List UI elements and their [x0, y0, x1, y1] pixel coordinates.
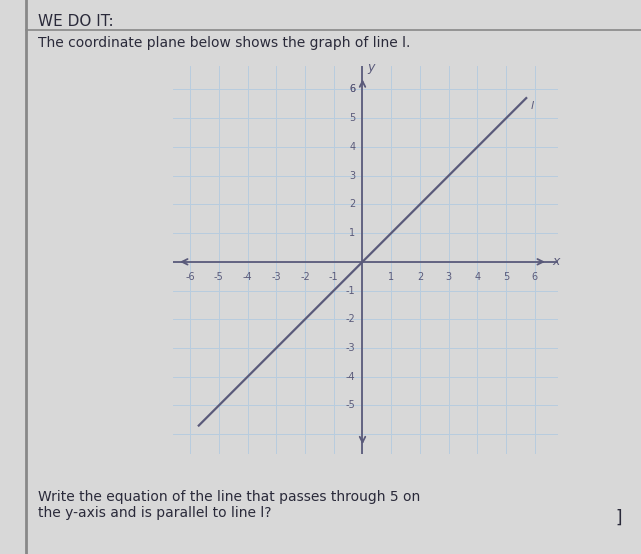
Text: -2: -2	[300, 272, 310, 282]
Text: -2: -2	[345, 314, 355, 324]
Text: 1: 1	[349, 228, 355, 238]
Text: Write the equation of the line that passes through 5 on
the y-axis and is parall: Write the equation of the line that pass…	[38, 490, 420, 521]
Text: 5: 5	[349, 113, 355, 123]
Text: -6: -6	[185, 272, 195, 282]
Text: -3: -3	[272, 272, 281, 282]
Text: -5: -5	[214, 272, 224, 282]
Text: 3: 3	[445, 272, 452, 282]
Text: l: l	[531, 101, 534, 111]
Text: 4: 4	[349, 142, 355, 152]
Text: 6: 6	[349, 84, 355, 95]
Text: 1: 1	[388, 272, 394, 282]
Text: 2: 2	[417, 272, 423, 282]
Text: -1: -1	[329, 272, 338, 282]
Text: ]: ]	[615, 509, 622, 526]
Text: 5: 5	[503, 272, 509, 282]
Text: 6: 6	[532, 272, 538, 282]
Text: WE DO IT:: WE DO IT:	[38, 14, 114, 29]
Text: The coordinate plane below shows the graph of line l.: The coordinate plane below shows the gra…	[38, 36, 411, 50]
Text: 3: 3	[349, 171, 355, 181]
Text: -5: -5	[345, 401, 355, 411]
Text: 6: 6	[349, 84, 355, 95]
Text: -4: -4	[345, 372, 355, 382]
Text: 4: 4	[474, 272, 481, 282]
Text: 2: 2	[349, 199, 355, 209]
Text: x: x	[552, 255, 560, 268]
Text: -3: -3	[345, 343, 355, 353]
Text: -1: -1	[345, 285, 355, 295]
Text: -4: -4	[243, 272, 253, 282]
Text: y: y	[367, 60, 375, 74]
